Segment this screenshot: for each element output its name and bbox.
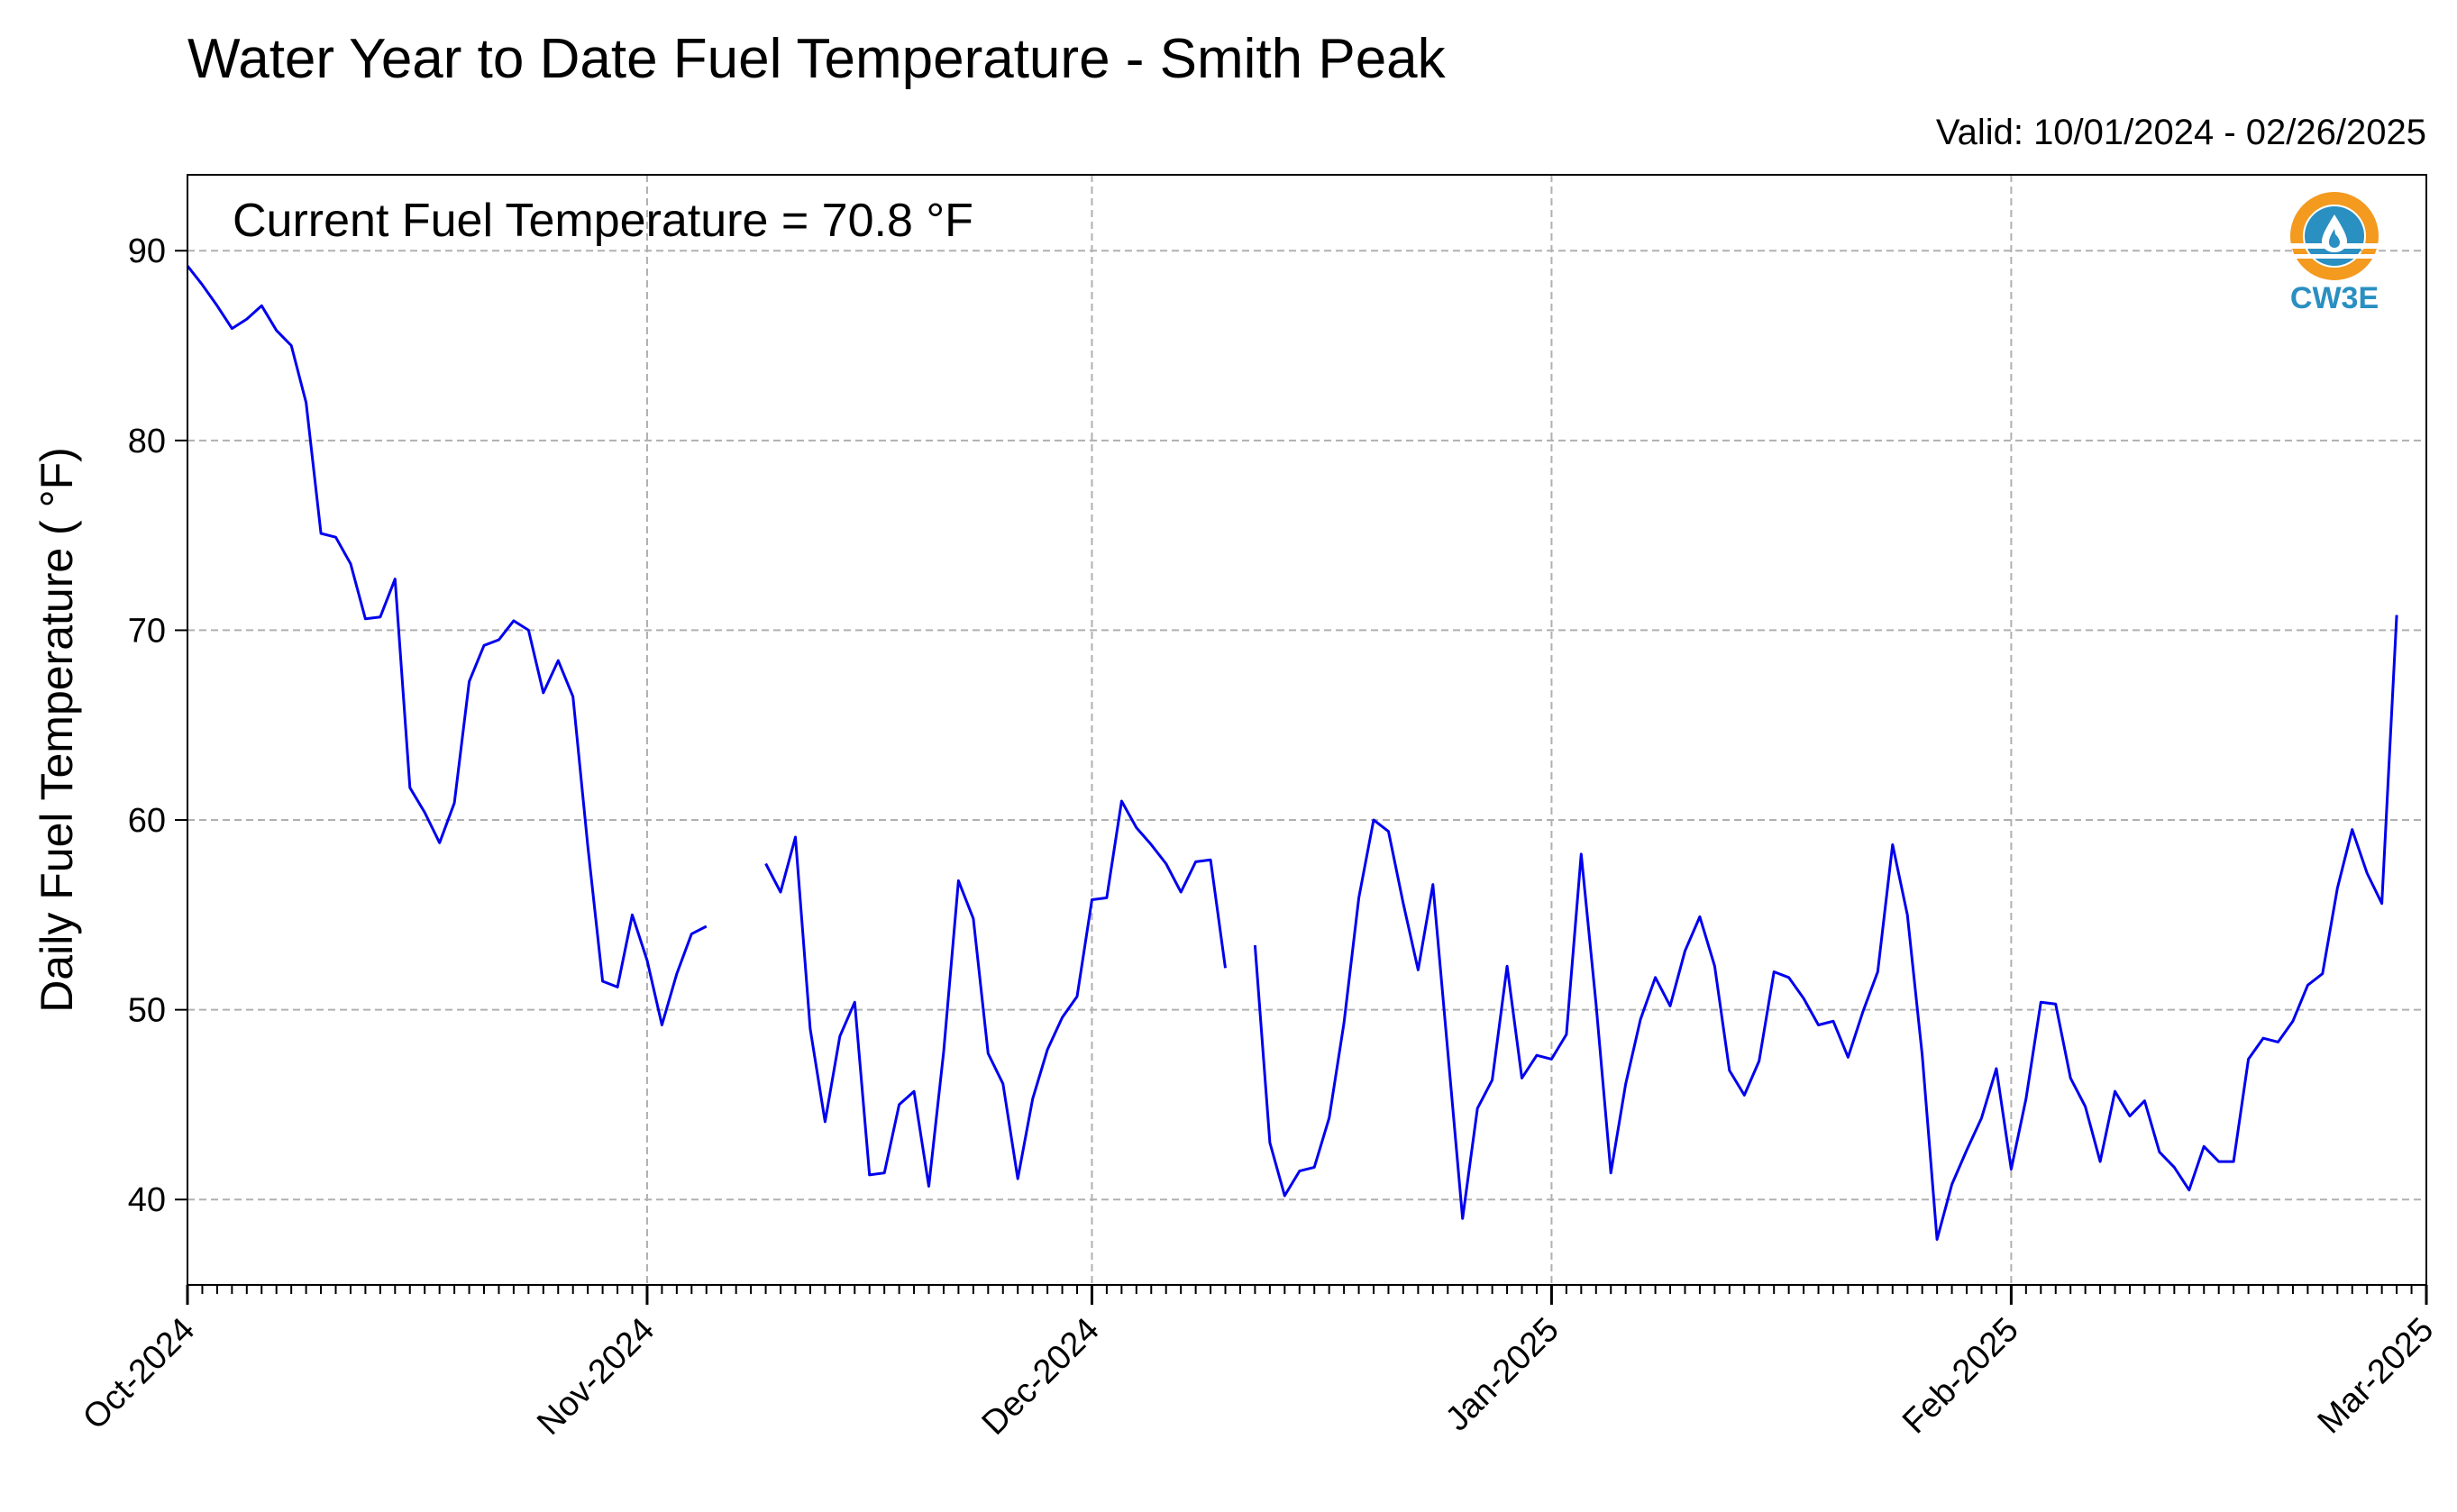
y-tick-label: 90 [128,232,166,270]
y-tick-label: 40 [128,1181,166,1219]
y-tick-label: 60 [128,802,166,840]
grid-lines [187,175,2427,1285]
logo-wave-band-2 [2286,254,2383,259]
y-tick-label: 70 [128,612,166,650]
chart-title: Water Year to Date Fuel Temperature - Sm… [187,28,1447,90]
x-tick-label: Dec-2024 [975,1311,1107,1443]
x-tick-label: Nov-2024 [530,1311,662,1443]
y-tick-label: 50 [128,992,166,1030]
axes: 40 50 60 70 80 90 Oct-2024 Nov-2024 Dec-2024 Jan-… [76,232,2441,1443]
logo-text: CW3E [2290,281,2379,315]
series-group [186,265,2398,1241]
series-line-segment [764,799,1227,1188]
x-tick-label: Mar-2025 [2311,1311,2442,1442]
plot-frame [187,174,2427,1286]
x-tick-label: Oct-2024 [76,1311,202,1437]
x-tick-label: Feb-2025 [1895,1311,2026,1442]
valid-date-range: Valid: 10/01/2024 - 02/26/2025 [1936,113,2426,152]
current-value-annotation: Current Fuel Temperature = 70.8 °F [233,195,973,247]
series-line-segment [1253,615,2398,1241]
y-axis-label: Daily Fuel Temperature ( °F) [32,447,82,1013]
logo-drop-flame [2329,229,2340,248]
x-tick-label: Jan-2025 [1439,1311,1566,1439]
cw3e-logo: CW3E [2286,192,2383,315]
series-line-segment [186,265,708,1026]
y-tick-label: 80 [128,423,166,460]
logo-ring [2290,192,2379,280]
